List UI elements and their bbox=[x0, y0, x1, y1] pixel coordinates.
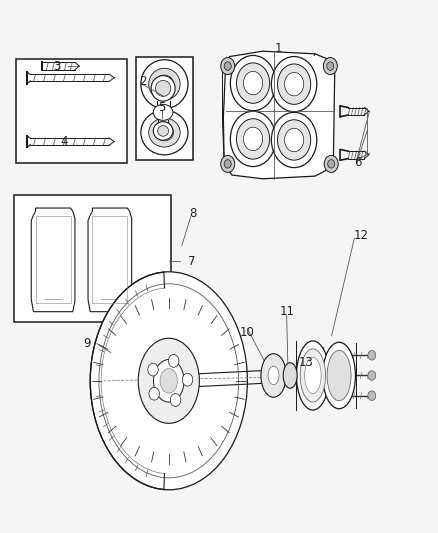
Polygon shape bbox=[88, 208, 132, 312]
Circle shape bbox=[278, 120, 311, 160]
Circle shape bbox=[328, 160, 335, 168]
Ellipse shape bbox=[304, 358, 321, 393]
Ellipse shape bbox=[149, 68, 180, 100]
Circle shape bbox=[224, 160, 231, 168]
Circle shape bbox=[149, 387, 159, 400]
Text: 11: 11 bbox=[279, 305, 294, 318]
Circle shape bbox=[148, 363, 158, 376]
Circle shape bbox=[168, 354, 179, 367]
Ellipse shape bbox=[153, 360, 184, 402]
Text: 4: 4 bbox=[60, 135, 68, 148]
Ellipse shape bbox=[297, 341, 329, 410]
Circle shape bbox=[170, 394, 181, 406]
Circle shape bbox=[272, 56, 317, 112]
Circle shape bbox=[244, 127, 263, 151]
Ellipse shape bbox=[268, 366, 279, 385]
Circle shape bbox=[368, 351, 376, 360]
Circle shape bbox=[224, 62, 231, 70]
Ellipse shape bbox=[153, 122, 173, 140]
Circle shape bbox=[244, 71, 263, 95]
Text: 2: 2 bbox=[139, 75, 147, 88]
Circle shape bbox=[323, 58, 337, 75]
Circle shape bbox=[221, 58, 235, 75]
Circle shape bbox=[285, 72, 304, 96]
Circle shape bbox=[327, 62, 334, 70]
Circle shape bbox=[285, 128, 304, 152]
Text: 10: 10 bbox=[240, 326, 255, 340]
Ellipse shape bbox=[323, 342, 356, 409]
Bar bbox=[14, 195, 171, 322]
Bar bbox=[16, 59, 127, 163]
Text: 7: 7 bbox=[188, 255, 195, 268]
Ellipse shape bbox=[283, 363, 297, 388]
Text: 3: 3 bbox=[53, 60, 60, 72]
Ellipse shape bbox=[141, 60, 188, 109]
Ellipse shape bbox=[153, 104, 173, 120]
Text: 13: 13 bbox=[299, 356, 314, 369]
Text: 1: 1 bbox=[274, 42, 282, 55]
Ellipse shape bbox=[151, 76, 175, 101]
Ellipse shape bbox=[90, 272, 247, 490]
Text: 6: 6 bbox=[354, 156, 362, 169]
Bar bbox=[136, 56, 193, 160]
Text: 5: 5 bbox=[159, 101, 166, 114]
Ellipse shape bbox=[327, 350, 351, 401]
Circle shape bbox=[278, 64, 311, 104]
Text: 9: 9 bbox=[83, 337, 91, 350]
Text: 8: 8 bbox=[189, 207, 197, 220]
Circle shape bbox=[368, 370, 376, 380]
Circle shape bbox=[237, 63, 270, 103]
Circle shape bbox=[230, 55, 276, 111]
Circle shape bbox=[230, 111, 276, 166]
Polygon shape bbox=[223, 51, 335, 179]
Ellipse shape bbox=[155, 75, 173, 93]
Polygon shape bbox=[31, 208, 75, 312]
Ellipse shape bbox=[155, 80, 171, 96]
Ellipse shape bbox=[160, 368, 177, 393]
Circle shape bbox=[324, 156, 338, 172]
Ellipse shape bbox=[155, 124, 173, 141]
Circle shape bbox=[272, 112, 317, 167]
Circle shape bbox=[237, 119, 270, 159]
Ellipse shape bbox=[261, 354, 286, 397]
Circle shape bbox=[221, 156, 235, 172]
Ellipse shape bbox=[138, 338, 199, 423]
Circle shape bbox=[368, 391, 376, 400]
Ellipse shape bbox=[141, 110, 188, 155]
Text: 12: 12 bbox=[353, 229, 368, 242]
Ellipse shape bbox=[158, 126, 169, 136]
Ellipse shape bbox=[300, 349, 325, 402]
Ellipse shape bbox=[149, 118, 180, 147]
Circle shape bbox=[182, 373, 193, 386]
